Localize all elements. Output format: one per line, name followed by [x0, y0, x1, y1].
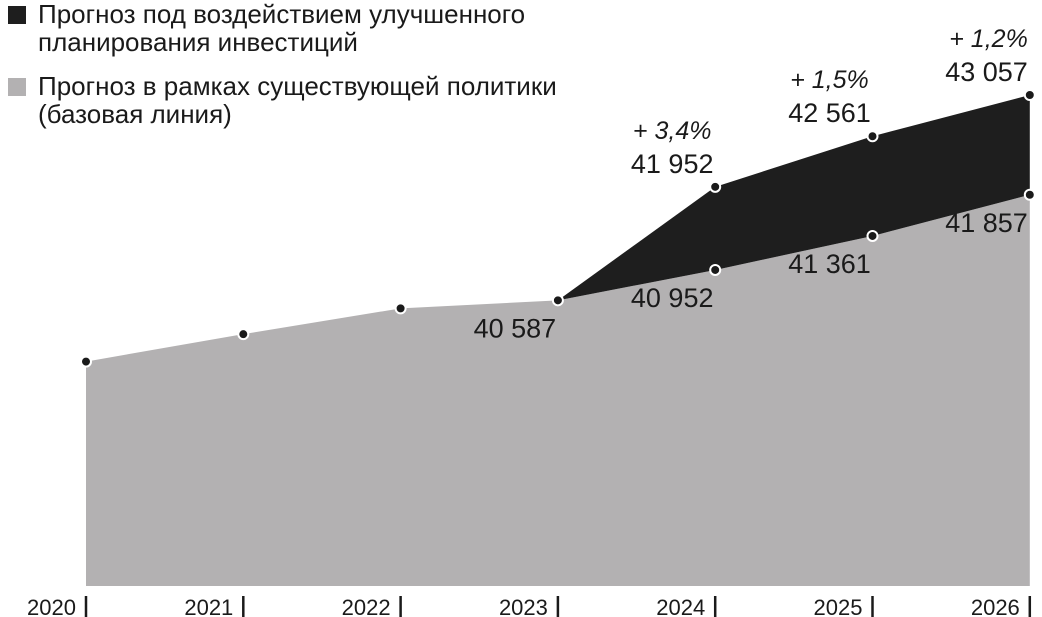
baseline-value-label-2024: 40 952: [631, 283, 714, 313]
legend-item-baseline: Прогноз в рамках существующей политики (…: [8, 72, 638, 128]
baseline-point-2020: [80, 355, 92, 368]
x-tick-label-2021: 2021: [184, 595, 233, 617]
baseline-point-2024: [709, 263, 722, 276]
legend-item-improved: Прогноз под воздействием улучшенного пла…: [8, 0, 638, 56]
baseline-value-label-2026: 41 857: [945, 208, 1028, 238]
improved-point-2025: [866, 130, 879, 143]
x-tick-label-2025: 2025: [814, 595, 863, 617]
improved-point-2026: [1023, 89, 1036, 102]
baseline-value-label-2025: 41 361: [788, 249, 871, 279]
x-tick-label-2024: 2024: [656, 595, 705, 617]
baseline-point-2022: [394, 302, 407, 315]
improved-point-2024: [709, 180, 722, 193]
baseline-point-2023: [551, 294, 564, 307]
x-tick-label-2020: 2020: [27, 595, 76, 617]
baseline-value-label-2023: 40 587: [474, 313, 557, 343]
growth-label-2024: + 3,4%: [633, 117, 712, 145]
x-tick-label-2026: 2026: [971, 595, 1020, 617]
x-tick-label-2023: 2023: [499, 595, 548, 617]
improved-value-label-2026: 43 057: [945, 57, 1028, 87]
legend-label-improved: Прогноз под воздействием улучшенного пла…: [38, 0, 526, 57]
growth-label-2026: + 1,2%: [949, 25, 1028, 53]
legend-swatch-baseline: [8, 78, 26, 96]
improved-value-label-2025: 42 561: [788, 98, 871, 128]
baseline-point-2021: [237, 328, 250, 341]
baseline-point-2026: [1023, 188, 1036, 201]
improved-area: [557, 95, 1030, 301]
growth-label-2025: + 1,5%: [790, 66, 869, 94]
improved-value-label-2024: 41 952: [631, 149, 714, 179]
legend: Прогноз под воздействием улучшенного пла…: [8, 0, 638, 144]
baseline-point-2025: [866, 229, 879, 242]
x-tick-label-2022: 2022: [342, 595, 391, 617]
baseline-area: [86, 194, 1030, 586]
legend-swatch-improved: [8, 6, 26, 24]
legend-label-baseline: Прогноз в рамках существующей политики (…: [38, 71, 557, 129]
